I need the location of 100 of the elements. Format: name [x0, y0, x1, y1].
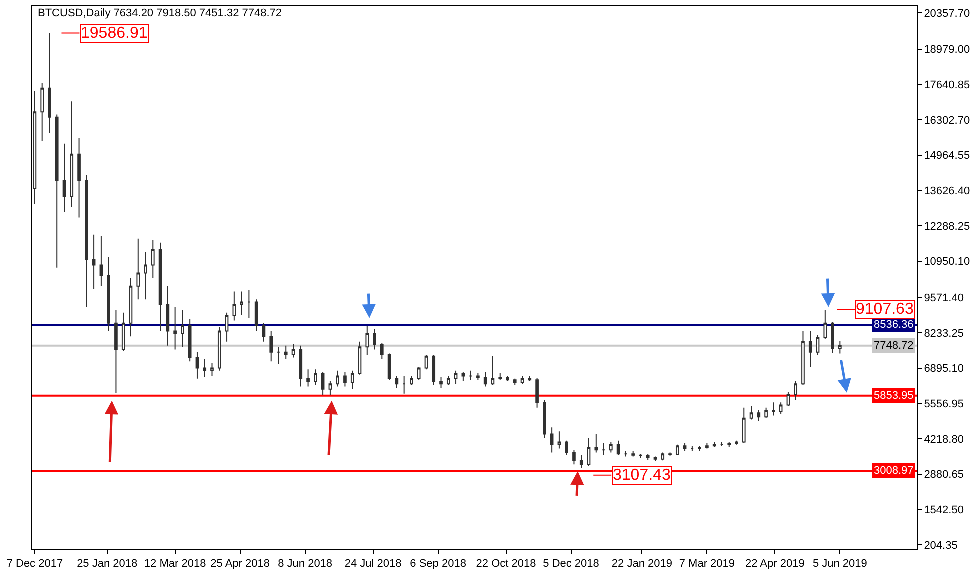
candlestick	[336, 370, 340, 388]
annotation: 9107.63	[856, 301, 914, 318]
candlestick	[735, 440, 738, 446]
candlestick	[344, 372, 347, 388]
y-tick-label: 204.35	[924, 540, 958, 552]
candlestick	[395, 376, 399, 389]
candlestick	[624, 450, 628, 458]
candlestick	[350, 370, 354, 390]
candlestick	[232, 291, 236, 322]
y-tick-label: 6895.10	[924, 363, 964, 376]
candlestick	[380, 342, 384, 360]
candlestick	[802, 330, 805, 386]
candlestick	[174, 307, 177, 350]
y-tick-label: 16302.70	[924, 114, 970, 127]
candlestick	[698, 446, 702, 452]
candlestick	[757, 410, 761, 422]
candlestick	[742, 407, 746, 444]
candlestick	[580, 454, 584, 469]
candlestick	[410, 376, 414, 386]
candlestick	[720, 442, 724, 447]
y-tick-label: 17640.85	[924, 80, 970, 92]
candlestick	[55, 114, 59, 268]
candlestick	[602, 443, 606, 456]
candlestick	[750, 406, 754, 420]
candlestick	[254, 299, 258, 332]
candlestick	[587, 438, 591, 466]
x-tick-label: 5 Jun 2019	[812, 558, 868, 570]
candlestick	[764, 407, 768, 419]
candlestick	[196, 352, 200, 380]
y-tick-label: 13626.40	[924, 186, 970, 198]
candlestick	[358, 341, 362, 376]
candlestick	[639, 454, 642, 459]
ref-line-label: 7748.72	[874, 340, 914, 352]
candlestick	[690, 446, 694, 452]
y-tick-label: 14964.55	[924, 150, 970, 162]
candlestick	[668, 452, 672, 456]
x-tick-label: 8 Jun 2018	[278, 558, 333, 570]
candlestick	[166, 286, 170, 346]
x-tick-label: 25 Apr 2018	[210, 558, 270, 570]
candlestick	[558, 431, 562, 450]
candlestick	[85, 175, 88, 308]
candlestick	[838, 340, 842, 354]
candlestick	[188, 318, 192, 362]
y-tick-label: 10950.10	[924, 256, 970, 268]
candlestick	[824, 309, 828, 340]
chart-title: BTCUSD,Daily 7634.20 7918.50 7451.32 7748.72	[38, 8, 282, 20]
candlestick	[550, 427, 554, 454]
candlestick	[292, 344, 296, 358]
candlestick	[240, 291, 244, 316]
candlestick	[218, 326, 222, 372]
candlestick	[424, 354, 428, 370]
candlestick	[808, 330, 812, 368]
candlestick	[210, 362, 214, 377]
x-tick-label: 22 Jan 2019	[612, 558, 672, 570]
candlestick	[277, 346, 280, 365]
candlestick	[122, 312, 126, 352]
candlestick	[506, 376, 510, 382]
x-tick-label: 12 Mar 2018	[144, 558, 206, 570]
candlestick	[646, 454, 650, 461]
candlestick	[144, 252, 148, 300]
y-tick-label: 20357.70	[924, 8, 970, 20]
candlestick	[129, 278, 133, 338]
candlestick	[772, 402, 776, 416]
x-tick-label: 22 Oct 2018	[476, 558, 536, 570]
y-tick-label: 12288.25	[924, 220, 970, 233]
candlestick	[528, 376, 532, 382]
candlestick	[107, 256, 110, 332]
x-tick-label: 5 Dec 2018	[543, 558, 600, 570]
candlestick	[779, 402, 783, 415]
candlestick	[402, 376, 406, 394]
candlestick	[520, 376, 524, 385]
candlestick	[225, 312, 229, 342]
x-tick-label: 7 Mar 2019	[679, 558, 736, 570]
candlestick	[498, 373, 502, 381]
candlestick	[100, 236, 104, 287]
y-tick-label: 2880.65	[924, 469, 964, 482]
candlestick	[440, 377, 443, 389]
candlestick	[151, 240, 155, 279]
candlestick	[654, 456, 658, 462]
candlestick	[794, 380, 798, 400]
x-tick-label: 24 Jul 2018	[344, 558, 402, 570]
candlestick	[321, 372, 325, 396]
y-tick-label: 1542.50	[924, 504, 964, 517]
candlestick	[572, 450, 576, 466]
candlestick	[594, 434, 598, 454]
candlestick	[203, 358, 207, 378]
candlestick	[676, 444, 680, 456]
candlestick	[373, 328, 376, 350]
candlestick	[432, 354, 436, 386]
candlestick	[270, 330, 274, 362]
y-tick-label: 5556.95	[924, 398, 964, 411]
x-tick-label: 25 Jan 2018	[77, 558, 138, 570]
candlestick	[248, 290, 251, 319]
candlestick	[70, 101, 74, 208]
candlestick	[114, 310, 118, 394]
x-tick-label: 6 Sep 2018	[410, 558, 466, 570]
candlestick	[314, 369, 318, 386]
candlestick	[40, 82, 44, 142]
candlestick	[683, 443, 687, 452]
candlestick	[136, 238, 140, 300]
